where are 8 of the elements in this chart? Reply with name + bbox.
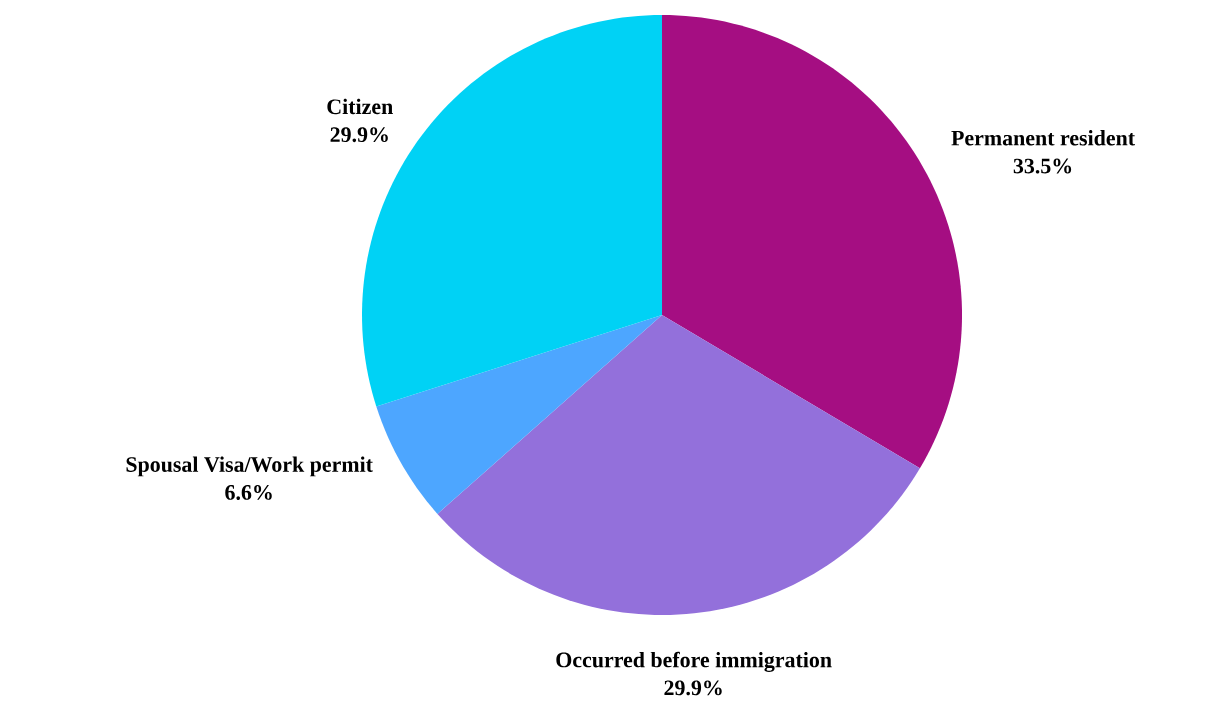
data-label: 33.5% bbox=[1013, 158, 1072, 174]
slice-label: Permanent resident bbox=[951, 130, 1135, 146]
data-label: 6.6% bbox=[225, 485, 272, 500]
slice-label: Citizen bbox=[327, 98, 393, 115]
data-label: 29.9% bbox=[330, 127, 388, 143]
slice-label: Spousal Visa/Work permit bbox=[126, 456, 373, 477]
slice-label: Occurred before immigration bbox=[556, 651, 832, 672]
data-label: 29.9% bbox=[664, 680, 722, 696]
